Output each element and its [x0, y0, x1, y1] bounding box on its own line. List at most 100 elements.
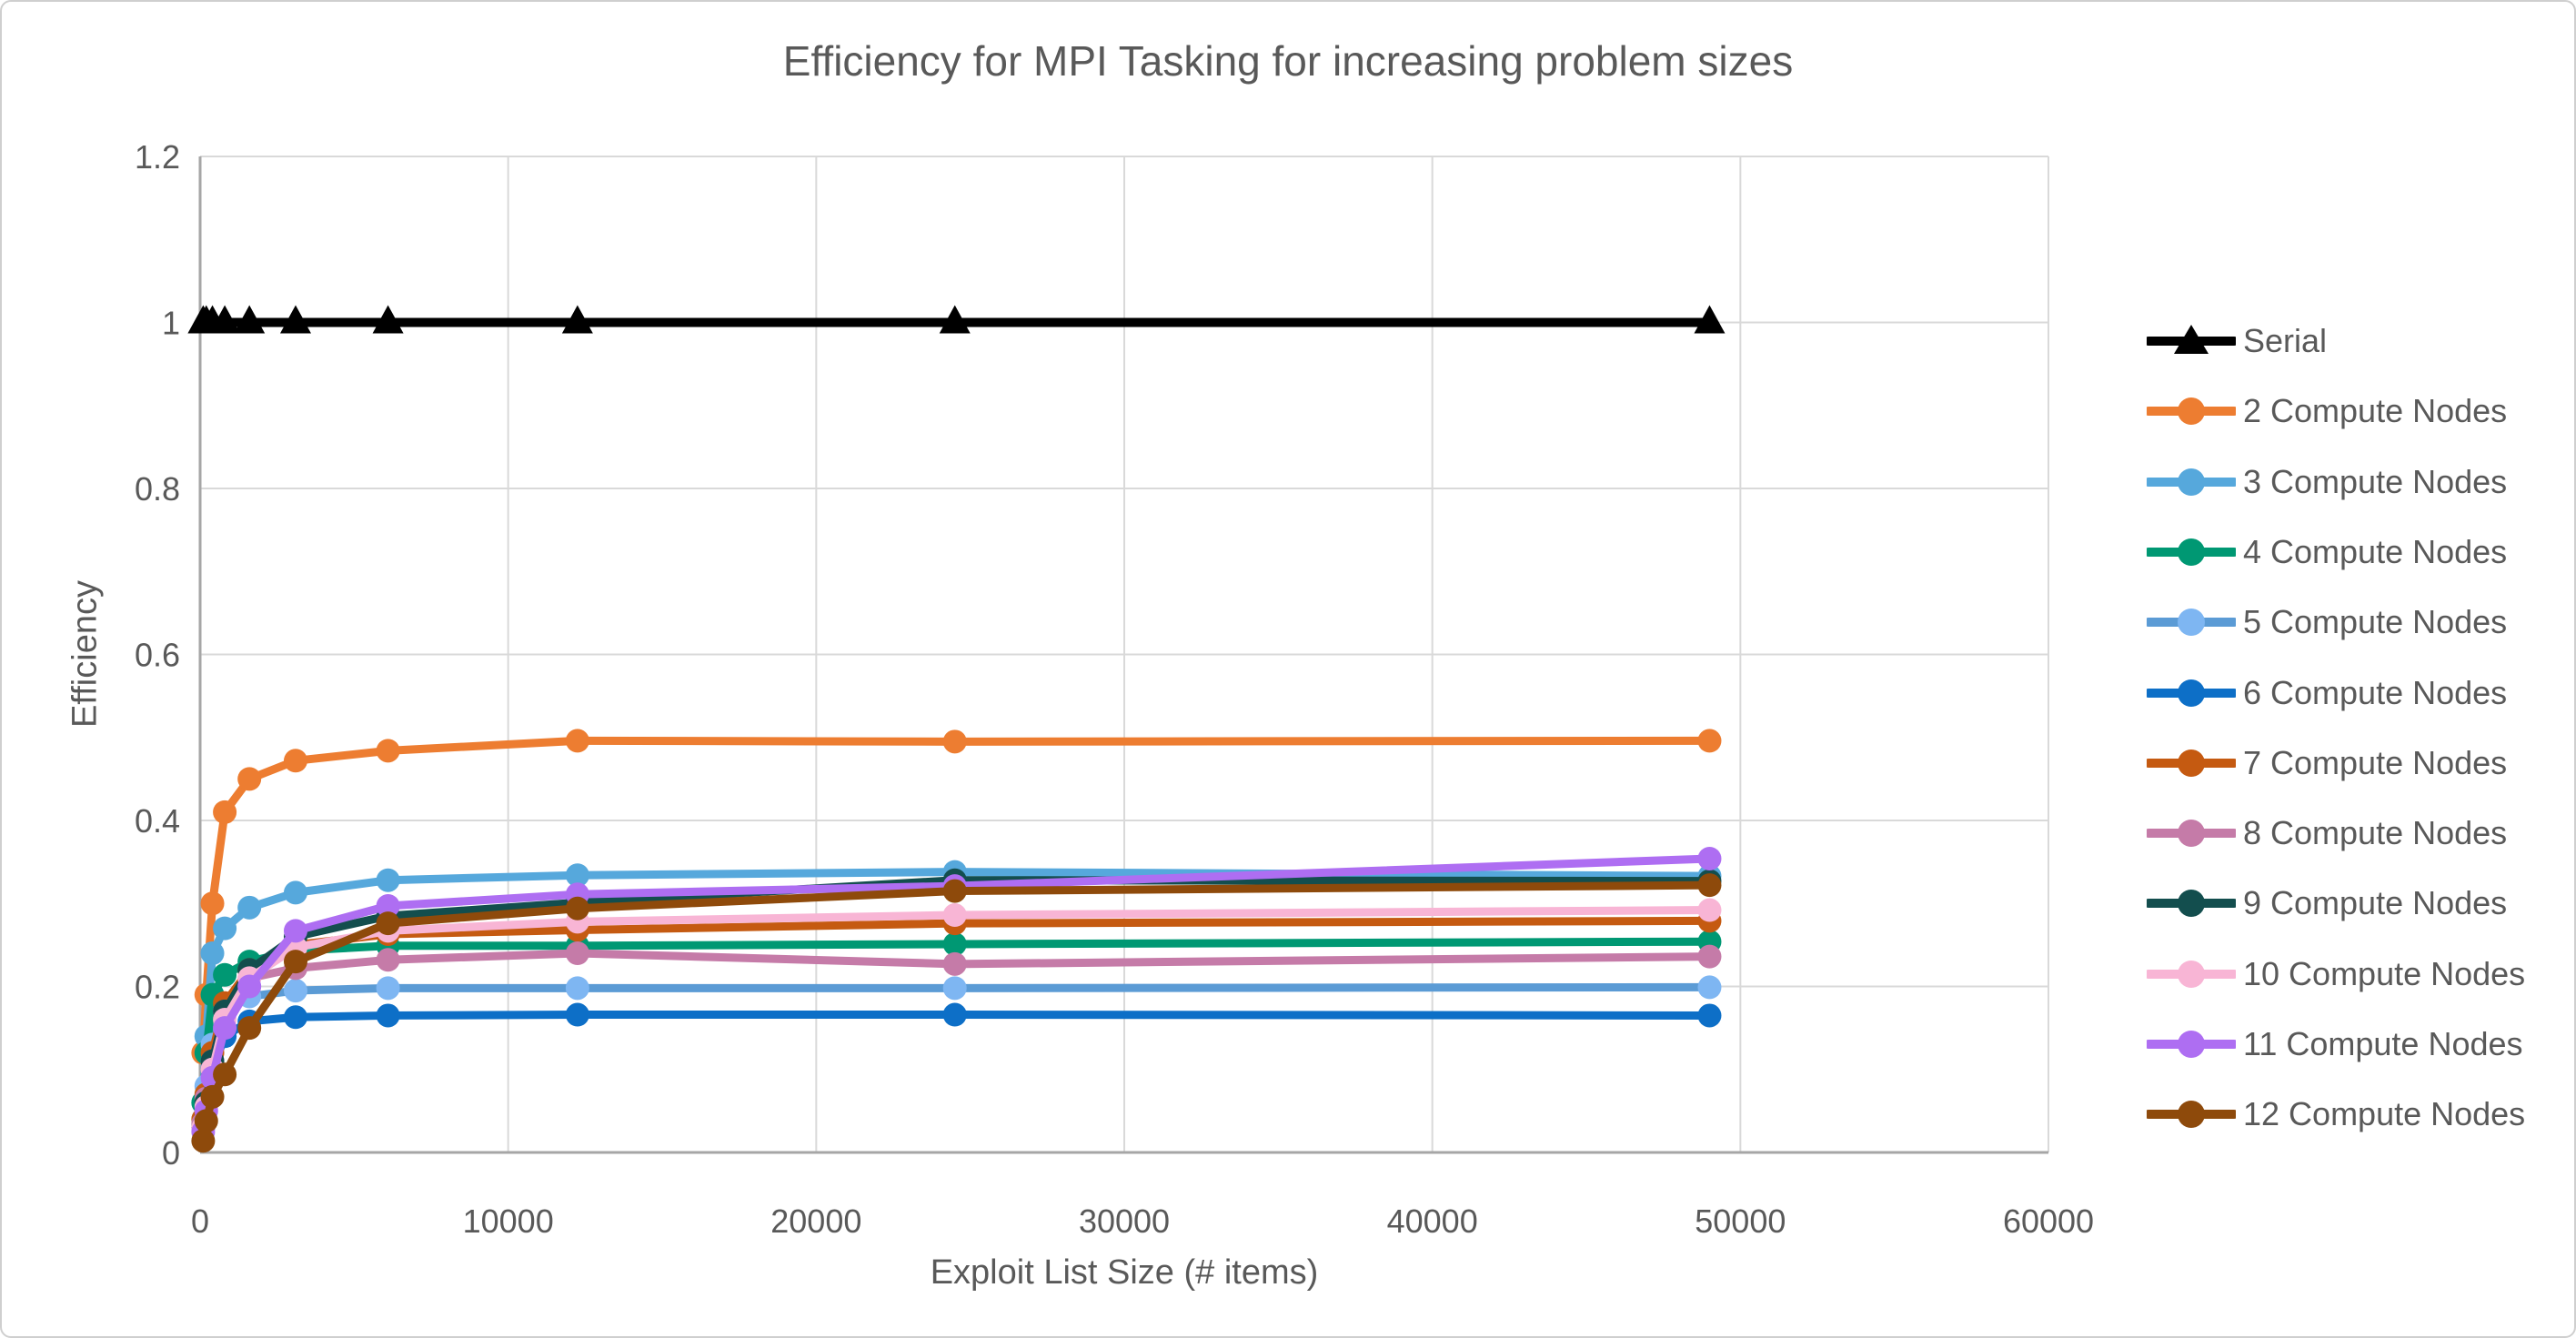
marker-circle-12-compute-nodes [191, 1129, 216, 1153]
marker-circle-3-compute-nodes [237, 895, 262, 920]
marker-circle-6-compute-nodes [565, 1002, 589, 1027]
y-tick-label: 1 [162, 305, 180, 342]
legend-label: 9 Compute Nodes [2243, 884, 2508, 922]
legend-marker-icon [2147, 325, 2236, 354]
marker-triangle-serial [1694, 305, 1726, 334]
legend-item-10-compute-nodes: 10 Compute Nodes [2147, 949, 2525, 1000]
legend-marker-icon [2147, 1101, 2236, 1129]
x-tick-label: 50000 [1695, 1202, 1786, 1240]
marker-circle-12-compute-nodes [376, 911, 400, 936]
marker-circle-12-compute-nodes [565, 896, 589, 921]
legend-item-3-compute-nodes: 3 Compute Nodes [2147, 457, 2507, 508]
marker-circle-8-compute-nodes [942, 951, 967, 976]
legend-item-4-compute-nodes: 4 Compute Nodes [2147, 527, 2507, 578]
marker-circle-12-compute-nodes [237, 1016, 262, 1041]
legend-label: 8 Compute Nodes [2243, 814, 2508, 852]
legend-label: 7 Compute Nodes [2243, 743, 2508, 781]
legend-label: 6 Compute Nodes [2243, 673, 2508, 711]
legend-marker-icon [2147, 1031, 2236, 1058]
marker-circle-8-compute-nodes [565, 941, 589, 965]
legend-marker-icon [2147, 890, 2236, 918]
x-tick-label: 20000 [770, 1202, 861, 1240]
marker-circle-11-compute-nodes [213, 1016, 237, 1041]
marker-circle-10-compute-nodes [942, 903, 967, 928]
marker-triangle-serial [234, 305, 266, 334]
marker-circle-12-compute-nodes [283, 950, 307, 974]
legend-label: 10 Compute Nodes [2243, 954, 2526, 992]
legend-item-12-compute-nodes: 12 Compute Nodes [2147, 1089, 2525, 1140]
legend-item-11-compute-nodes: 11 Compute Nodes [2147, 1019, 2523, 1070]
series-8-compute-nodes [191, 941, 1722, 1136]
legend-item-2-compute-nodes: 2 Compute Nodes [2147, 386, 2507, 437]
y-tick-label: 0.8 [135, 470, 180, 508]
legend-item-serial: Serial [2147, 316, 2327, 367]
series-line-6-compute-nodes [198, 1011, 1710, 1129]
marker-circle-5-compute-nodes [376, 976, 400, 1001]
marker-triangle-serial [279, 305, 311, 334]
x-tick-label: 0 [191, 1202, 209, 1240]
marker-circle-2-compute-nodes [942, 729, 967, 754]
legend-marker-icon [2147, 749, 2236, 777]
x-axis-label: Exploit List Size (# items) [930, 1253, 1319, 1292]
legend-item-9-compute-nodes: 9 Compute Nodes [2147, 878, 2507, 929]
series-6-compute-nodes [191, 1002, 1722, 1140]
legend-item-8-compute-nodes: 8 Compute Nodes [2147, 808, 2507, 859]
marker-circle-12-compute-nodes [213, 1062, 237, 1087]
series-12-compute-nodes [191, 873, 1722, 1153]
legend-item-6-compute-nodes: 6 Compute Nodes [2147, 668, 2507, 719]
x-tick-label: 40000 [1387, 1202, 1478, 1240]
legend-label: 3 Compute Nodes [2243, 462, 2508, 500]
marker-circle-2-compute-nodes [237, 767, 262, 791]
y-tick-label: 0 [162, 1134, 180, 1172]
marker-circle-12-compute-nodes [194, 1109, 218, 1133]
marker-circle-2-compute-nodes [565, 729, 589, 753]
legend-label: Serial [2243, 322, 2328, 359]
marker-circle-5-compute-nodes [283, 979, 307, 1003]
marker-circle-4-compute-nodes [942, 931, 967, 956]
legend-item-5-compute-nodes: 5 Compute Nodes [2147, 597, 2507, 648]
marker-circle-11-compute-nodes [1697, 846, 1722, 870]
marker-circle-6-compute-nodes [283, 1005, 307, 1030]
legend-marker-icon [2147, 609, 2236, 637]
marker-circle-8-compute-nodes [376, 948, 400, 972]
legend-marker-icon [2147, 468, 2236, 496]
y-tick-label: 0.6 [135, 637, 180, 674]
marker-circle-3-compute-nodes [213, 916, 237, 941]
marker-circle-11-compute-nodes [237, 974, 262, 999]
marker-circle-10-compute-nodes [1697, 898, 1722, 922]
marker-circle-12-compute-nodes [942, 879, 967, 903]
legend-label: 2 Compute Nodes [2243, 392, 2508, 430]
marker-circle-2-compute-nodes [376, 739, 400, 763]
marker-circle-2-compute-nodes [1697, 729, 1722, 753]
marker-triangle-serial [939, 305, 971, 334]
marker-circle-3-compute-nodes [565, 863, 589, 888]
marker-circle-2-compute-nodes [200, 891, 225, 916]
legend-label: 11 Compute Nodes [2243, 1025, 2523, 1062]
y-tick-label: 1.2 [135, 138, 180, 176]
x-tick-label: 30000 [1079, 1202, 1170, 1240]
x-tick-label: 60000 [2003, 1202, 2094, 1240]
marker-circle-12-compute-nodes [200, 1084, 225, 1109]
legend: Serial 2 Compute Nodes 3 Compute Nodes 4 Co… [2147, 2, 2574, 1336]
marker-circle-3-compute-nodes [376, 868, 400, 892]
legend-marker-icon [2147, 397, 2236, 426]
marker-circle-5-compute-nodes [942, 976, 967, 1001]
x-tick-label: 10000 [463, 1202, 554, 1240]
marker-circle-6-compute-nodes [1697, 1003, 1722, 1028]
legend-marker-icon [2147, 538, 2236, 566]
legend-marker-icon [2147, 679, 2236, 707]
series-line-12-compute-nodes [198, 880, 1710, 1142]
marker-circle-3-compute-nodes [200, 941, 225, 965]
marker-circle-6-compute-nodes [376, 1003, 400, 1028]
legend-label: 4 Compute Nodes [2243, 532, 2508, 570]
legend-label: 5 Compute Nodes [2243, 603, 2508, 641]
marker-circle-11-compute-nodes [376, 893, 400, 918]
legend-marker-icon [2147, 960, 2236, 988]
marker-circle-2-compute-nodes [213, 800, 237, 824]
marker-circle-8-compute-nodes [1697, 944, 1722, 969]
marker-triangle-serial [561, 305, 593, 334]
y-tick-label: 0.2 [135, 969, 180, 1006]
marker-circle-5-compute-nodes [1697, 975, 1722, 1000]
